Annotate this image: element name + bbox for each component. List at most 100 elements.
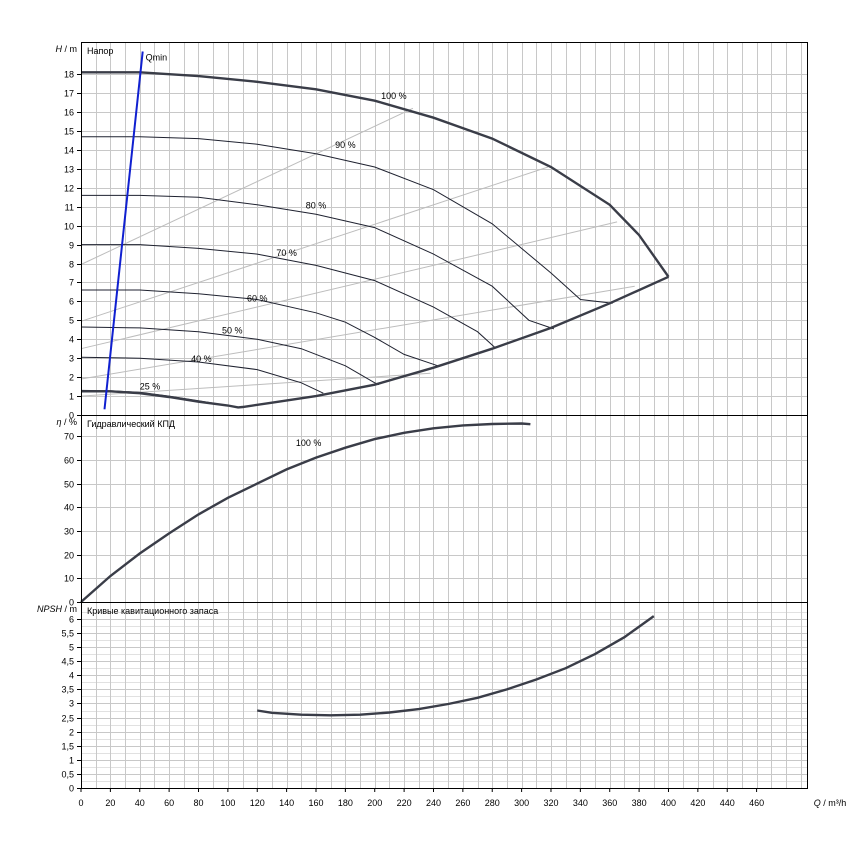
y-tick-label: 3 — [69, 699, 74, 709]
x-tick-label: 40 — [135, 798, 145, 808]
y-tick-label: 3 — [69, 354, 74, 364]
speed-curve — [81, 194, 555, 330]
x-tick-label: 280 — [485, 798, 500, 808]
y-tick-label: 9 — [69, 241, 74, 251]
y-tick-label: 0,5 — [61, 770, 74, 780]
labels: 0 20 40 60 80 100 120 140 160 180 200 220 240 260 280 3… — [37, 44, 846, 808]
x-tick-label: 400 — [661, 798, 676, 808]
y-tick-label: 11 — [65, 203, 74, 213]
y-tick-label: 60 — [64, 456, 74, 466]
y-tick-label: 0 — [69, 598, 74, 608]
efficiency-ray-line — [80, 285, 635, 380]
x-tick-label: 100 — [220, 798, 235, 808]
y-tick-label: 7 — [69, 278, 74, 288]
panel-title: Гидравлический КПД — [87, 419, 175, 429]
x-tick-label: 140 — [279, 798, 294, 808]
efficiency-ray-line — [80, 221, 618, 350]
x-tick-label: 0 — [78, 798, 83, 808]
max-speed-curve — [81, 71, 670, 278]
curves — [80, 51, 670, 717]
panel-title: Напор — [87, 46, 113, 56]
y-tick-label: 10 — [64, 222, 74, 232]
y-tick-label: 30 — [64, 527, 74, 537]
y-axis-label: η / % — [56, 417, 77, 427]
y-tick-label: 15 — [64, 127, 74, 137]
efficiency-ray-line — [80, 166, 549, 322]
speed-curve-label: 90 % — [335, 140, 356, 150]
speed-curve-label: 50 % — [222, 326, 243, 336]
y-tick-label: 13 — [64, 165, 74, 175]
speed-curve — [81, 289, 439, 367]
y-tick-label: 1,5 — [61, 742, 74, 752]
y-tick-label: 18 — [64, 70, 74, 80]
y-tick-label: 8 — [69, 260, 74, 270]
y-tick-label: 6 — [69, 615, 74, 625]
x-tick-label: 260 — [455, 798, 470, 808]
x-tick-label: 440 — [720, 798, 735, 808]
y-tick-label: 0 — [69, 784, 74, 794]
y-tick-label: 5 — [69, 643, 74, 653]
x-tick-label: 220 — [397, 798, 412, 808]
y-axis-label: H / m — [56, 44, 78, 54]
x-tick-label: 60 — [164, 798, 174, 808]
y-tick-label: 17 — [64, 89, 74, 99]
x-tick-label: 340 — [573, 798, 588, 808]
y-tick-label: 50 — [64, 480, 74, 490]
x-axis-label: Q / m³/h — [814, 798, 847, 808]
y-tick-label: 70 — [64, 432, 74, 442]
speed-curve — [80, 326, 380, 386]
y-tick-label: 12 — [64, 184, 74, 194]
speed-curve-label: 70 % — [276, 248, 297, 258]
y-tick-label: 1 — [69, 392, 74, 402]
efficiency-curve — [80, 422, 531, 603]
y-tick-label: 2 — [69, 728, 74, 738]
panel-title: Кривые кавитационного запаса — [87, 606, 218, 616]
x-tick-label: 460 — [749, 798, 764, 808]
x-tick-label: 360 — [602, 798, 617, 808]
y-tick-label: 4 — [69, 671, 74, 681]
x-tick-label: 80 — [193, 798, 203, 808]
x-tick-label: 380 — [632, 798, 647, 808]
qmin-label: Qmin — [146, 52, 168, 62]
grid-lines — [77, 42, 808, 792]
max-curve-label: 100 % — [381, 91, 407, 101]
x-tick-label: 300 — [514, 798, 529, 808]
y-axis-label: NPSH / m — [37, 604, 77, 614]
series-label: 100 % — [296, 438, 322, 448]
speed-curve-label: 25 % — [140, 381, 161, 391]
y-tick-label: 40 — [64, 503, 74, 513]
qmin-line — [103, 51, 144, 410]
min-operating-curve — [81, 275, 669, 409]
x-tick-label: 20 — [105, 798, 115, 808]
x-tick-label: 120 — [250, 798, 265, 808]
y-tick-label: 4,5 — [61, 657, 74, 667]
y-tick-label: 2,5 — [61, 714, 74, 724]
x-tick-label: 200 — [367, 798, 382, 808]
speed-curve-label: 60 % — [247, 293, 268, 303]
y-tick-label: 10 — [64, 574, 74, 584]
efficiency-ray-line — [80, 107, 414, 265]
speed-curve — [80, 356, 324, 394]
npsh-curve — [257, 615, 655, 717]
x-tick-label: 160 — [308, 798, 323, 808]
y-tick-label: 4 — [69, 335, 74, 345]
y-tick-label: 20 — [64, 551, 74, 561]
y-tick-label: 6 — [69, 297, 74, 307]
y-tick-label: 2 — [69, 373, 74, 383]
x-tick-label: 320 — [543, 798, 558, 808]
x-tick-label: 180 — [338, 798, 353, 808]
y-tick-label: 5 — [69, 316, 74, 326]
speed-curve-label: 80 % — [306, 201, 327, 211]
speed-curve — [81, 244, 496, 349]
speed-curve-label: 40 % — [191, 354, 212, 364]
y-tick-label: 14 — [64, 146, 74, 156]
x-tick-label: 420 — [690, 798, 705, 808]
x-tick-label: 240 — [426, 798, 441, 808]
y-tick-label: 1 — [69, 756, 74, 766]
y-tick-label: 5,5 — [61, 629, 74, 639]
speed-curve — [81, 136, 613, 304]
y-tick-label: 3,5 — [61, 685, 74, 695]
plot-frame — [81, 42, 808, 789]
y-tick-label: 16 — [64, 108, 74, 118]
